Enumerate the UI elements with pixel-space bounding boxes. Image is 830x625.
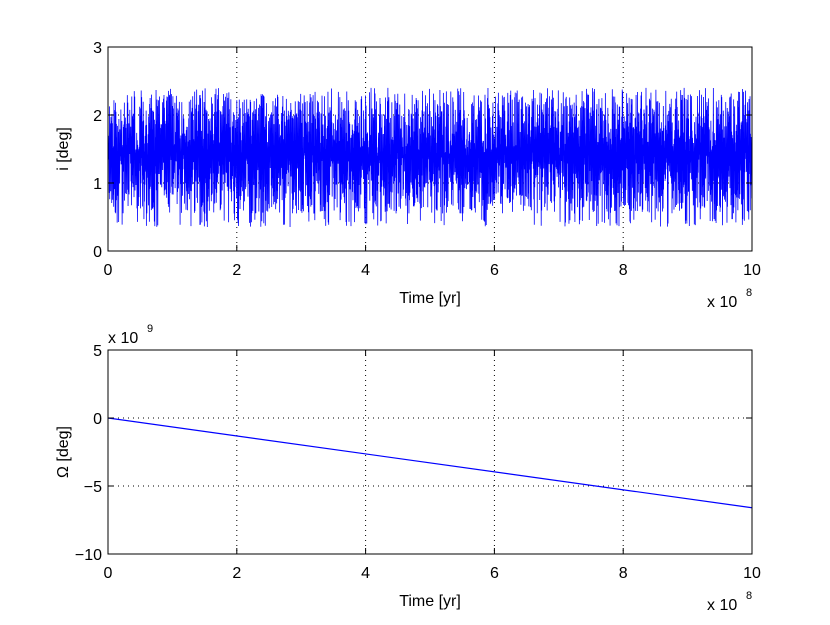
top-panel: 0 2 4 6 8 10 0 1 2 3 Time [yr] i [deg] x 10 8 [55, 40, 761, 311]
bottom-y-multiplier: x 10 [108, 330, 138, 347]
top-xlabel: Time [yr] [399, 290, 461, 307]
y-tick-label: −10 [75, 547, 102, 564]
bottom-panel: 0 2 4 6 8 10−10−505 Time [yr] Ω [deg] x 10 8 … [55, 323, 761, 614]
x-tick-label: 2 [232, 565, 241, 582]
bottom-xlabel: Time [yr] [399, 593, 461, 610]
bottom-x-multiplier: x 10 [707, 597, 737, 614]
x-tick-label: 8 [619, 565, 628, 582]
bottom-ylabel: Ω [deg] [55, 426, 72, 478]
inclination-line [107, 87, 753, 228]
bottom-series-node [107, 417, 753, 509]
x-tick-label: 10 [743, 565, 761, 582]
y-tick-label: 0 [93, 244, 102, 261]
y-tick-label: 1 [93, 176, 102, 193]
top-axes-frame [107, 46, 753, 252]
bottom-y-multiplier-exponent: 9 [147, 323, 153, 335]
x-tick-label: 4 [361, 565, 370, 582]
x-tick-label: 10 [743, 262, 761, 279]
top-series-inclination [107, 87, 753, 228]
top-x-multiplier-exponent: 8 [746, 287, 752, 299]
bottom-x-multiplier-exponent: 8 [746, 590, 752, 602]
x-tick-label: 8 [619, 262, 628, 279]
y-tick-label: −5 [84, 479, 102, 496]
y-tick-label: 0 [93, 411, 102, 428]
bottom-grid [108, 350, 752, 554]
top-x-multiplier: x 10 [707, 294, 737, 311]
y-tick-label: 3 [93, 40, 102, 57]
x-tick-label: 2 [232, 262, 241, 279]
top-ylabel: i [deg] [55, 127, 72, 171]
top-ticks: 0 2 4 6 8 10 0 1 2 3 [93, 40, 761, 279]
x-tick-label: 0 [104, 565, 113, 582]
y-tick-label: 2 [93, 108, 102, 125]
x-tick-label: 4 [361, 262, 370, 279]
x-tick-label: 0 [104, 262, 113, 279]
bottom-axes-frame [107, 349, 753, 555]
y-tick-label: 5 [93, 343, 102, 360]
x-tick-label: 6 [490, 565, 499, 582]
node-longitude-line [107, 417, 753, 509]
x-tick-label: 6 [490, 262, 499, 279]
bottom-ticks: 0 2 4 6 8 10 −10 −5 0 5 [75, 343, 761, 582]
